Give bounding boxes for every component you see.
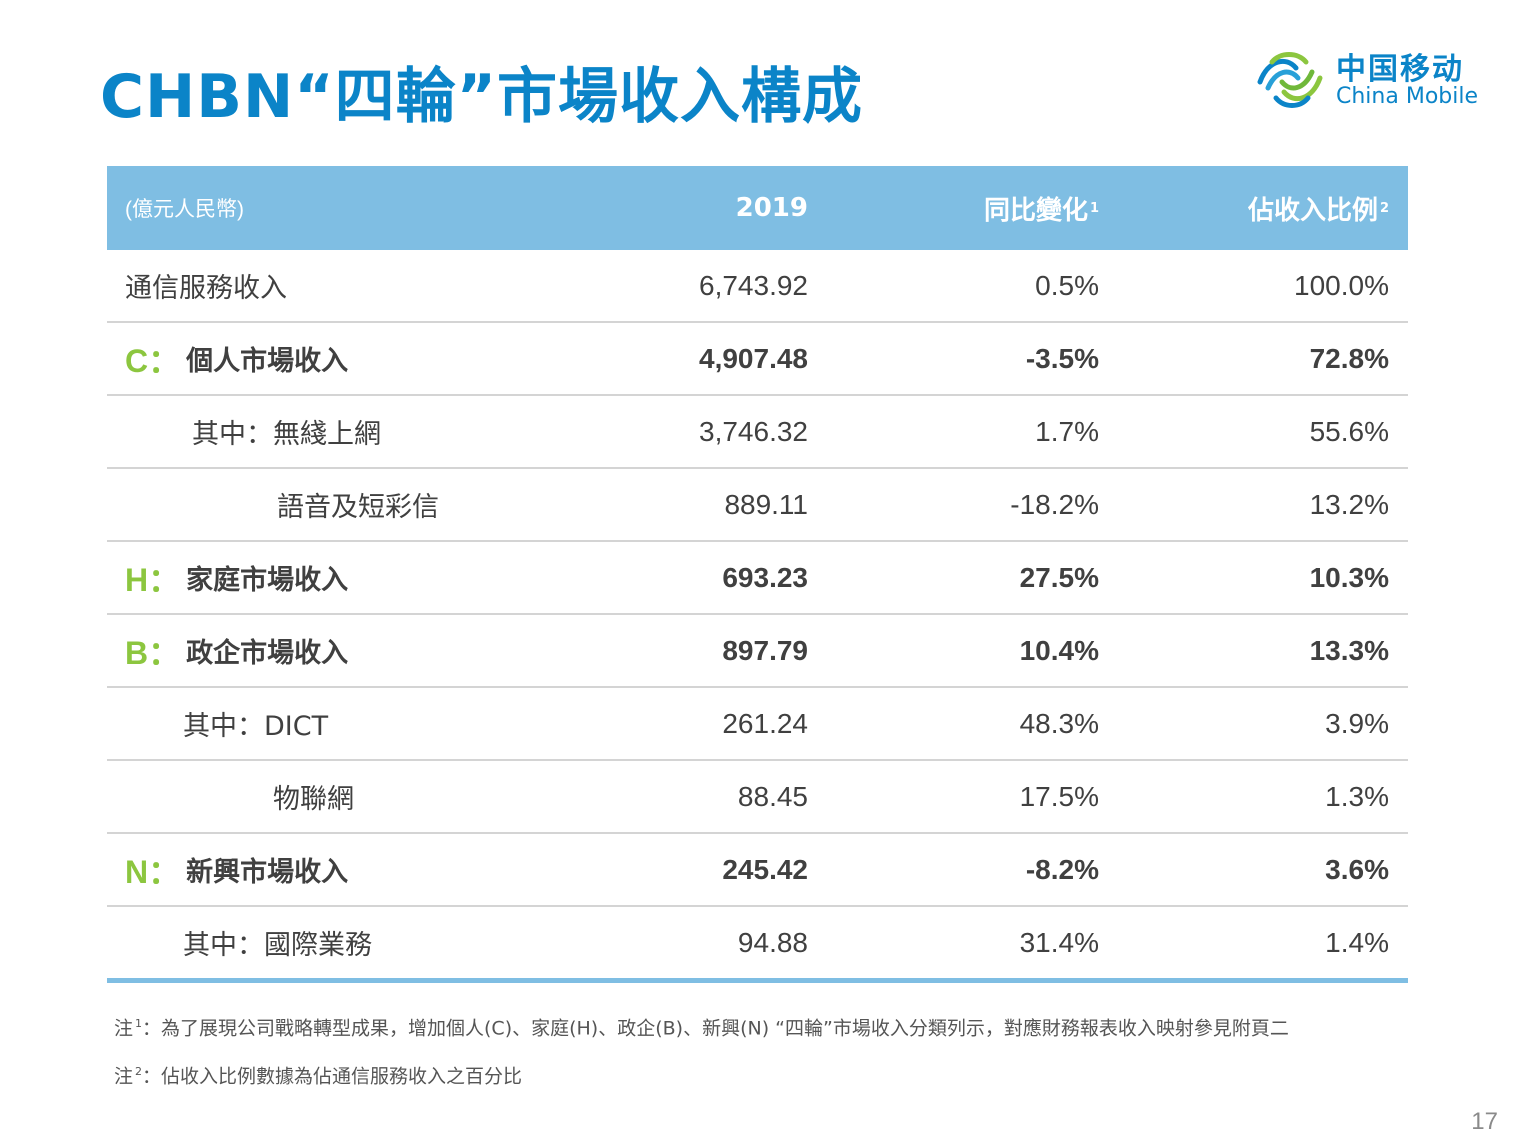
unit-label: (億元人民幣)	[125, 198, 244, 221]
row-share: 1.4%	[1325, 926, 1389, 958]
row-value: 897.79	[722, 634, 808, 666]
row-share: 3.9%	[1325, 707, 1389, 739]
table-row: 物聯網 88.45 17.5% 1.3%	[107, 761, 1408, 834]
footnote-mark: 1	[135, 1017, 143, 1030]
row-value: 94.88	[737, 926, 808, 958]
row-yoy: 0.5%	[1035, 269, 1099, 301]
logo-english-text: China Mobile	[1336, 84, 1479, 109]
row-label-text: 其中：國際業務	[183, 930, 372, 961]
header-year: 2019	[735, 193, 808, 223]
segment-letter: B：	[125, 634, 181, 671]
row-yoy: 10.4%	[1019, 634, 1099, 666]
row-label: 物聯網	[273, 761, 354, 832]
table-row: 語音及短彩信 889.11 -18.2% 13.2%	[107, 469, 1408, 542]
row-label: 語音及短彩信	[277, 469, 439, 540]
page-number: 17	[1471, 1108, 1498, 1135]
page-title: CHBN“四輪”市場收入構成	[100, 62, 864, 132]
row-value: 4,907.48	[699, 342, 808, 374]
footnote-mark: 2	[135, 1065, 143, 1078]
table-row: 其中：DICT 261.24 48.3% 3.9%	[107, 688, 1408, 761]
table-row: 其中：無綫上網 3,746.32 1.7% 55.6%	[107, 396, 1408, 469]
footnotes: 注 1：為了展現公司戰略轉型成果，增加個人(C)、家庭(H)、政企(B)、新興(N…	[114, 1008, 1289, 1104]
row-label: 通信服務收入	[125, 250, 287, 321]
header-yoy: 同比變化 1	[984, 166, 1099, 250]
segment-letter: C：	[125, 342, 181, 379]
row-yoy: 27.5%	[1019, 561, 1099, 593]
row-label-text: 其中：無綫上網	[192, 419, 381, 450]
row-share: 13.3%	[1309, 634, 1389, 666]
row-value: 3,746.32	[699, 415, 808, 447]
revenue-table: (億元人民幣) 2019 同比變化 1 佔收入比例 2 通信服務收入 6,743.9…	[107, 166, 1408, 983]
row-yoy: 31.4%	[1019, 926, 1099, 958]
table-row: 通信服務收入 6,743.92 0.5% 100.0%	[107, 250, 1408, 323]
row-yoy: 1.7%	[1035, 415, 1099, 447]
table-row: C： 個人市場收入 4,907.48 -3.5% 72.8%	[107, 323, 1408, 396]
row-yoy: -18.2%	[1010, 488, 1099, 520]
row-label: N： 新興市場收入	[125, 834, 348, 905]
row-label-text: 物聯網	[273, 784, 354, 815]
header-share: 佔收入比例 2	[1248, 166, 1389, 250]
row-label-text: 政企市場收入	[186, 638, 349, 669]
row-label: C： 個人市場收入	[125, 323, 348, 394]
row-value: 889.11	[724, 488, 808, 520]
row-label-text: 語音及短彩信	[277, 492, 439, 523]
segment-letter: N：	[125, 853, 181, 890]
footnote-2: 注 2：佔收入比例數據為佔通信服務收入之百分比	[114, 1056, 1289, 1104]
row-value: 88.45	[737, 780, 808, 812]
footnote-1: 注 1：為了展現公司戰略轉型成果，增加個人(C)、家庭(H)、政企(B)、新興(N…	[114, 1008, 1289, 1056]
header-share-footnote-mark: 2	[1379, 200, 1389, 216]
row-label: H： 家庭市場收入	[125, 542, 348, 613]
row-share: 72.8%	[1309, 342, 1389, 374]
row-label-text: 通信服務收入	[125, 273, 287, 304]
table-row: N： 新興市場收入 245.42 -8.2% 3.6%	[107, 834, 1408, 907]
segment-letter: H：	[125, 561, 181, 598]
row-label-text: 新興市場收入	[186, 857, 349, 888]
row-label-text: 家庭市場收入	[186, 565, 349, 596]
row-share: 55.6%	[1309, 415, 1389, 447]
row-share: 1.3%	[1325, 780, 1389, 812]
row-yoy: 17.5%	[1019, 780, 1099, 812]
row-label-text: 個人市場收入	[186, 346, 349, 377]
row-yoy: -8.2%	[1025, 853, 1099, 885]
footnote-text: ：為了展現公司戰略轉型成果，增加個人(C)、家庭(H)、政企(B)、新興(N) …	[142, 1017, 1289, 1040]
row-value: 6,743.92	[699, 269, 808, 301]
footnote-text: ：佔收入比例數據為佔通信服務收入之百分比	[142, 1065, 523, 1088]
row-yoy: -3.5%	[1025, 342, 1099, 374]
row-label-text: 其中：DICT	[183, 711, 329, 742]
row-share: 13.2%	[1309, 488, 1389, 520]
row-share: 100.0%	[1294, 269, 1389, 301]
row-share: 10.3%	[1309, 561, 1389, 593]
row-value: 261.24	[722, 707, 808, 739]
header-yoy-footnote-mark: 1	[1089, 200, 1099, 216]
table-row: 其中：國際業務 94.88 31.4% 1.4%	[107, 907, 1408, 983]
logo-chinese-text: 中国移动	[1336, 52, 1464, 87]
china-mobile-logo-icon	[1257, 52, 1323, 108]
row-value: 245.42	[722, 853, 808, 885]
row-label: B： 政企市場收入	[125, 615, 348, 686]
row-label: 其中：DICT	[183, 688, 328, 759]
row-value: 693.23	[722, 561, 808, 593]
row-label: 其中：無綫上網	[192, 396, 381, 467]
footnote-prefix: 注	[114, 1017, 134, 1040]
header-share-text: 佔收入比例	[1247, 195, 1378, 226]
row-yoy: 48.3%	[1019, 707, 1099, 739]
row-share: 3.6%	[1325, 853, 1389, 885]
footnote-prefix: 注	[114, 1065, 134, 1088]
table-row: H： 家庭市場收入 693.23 27.5% 10.3%	[107, 542, 1408, 615]
table-header: (億元人民幣) 2019 同比變化 1 佔收入比例 2	[107, 166, 1408, 250]
header-yoy-text: 同比變化	[983, 195, 1088, 226]
china-mobile-logo: 中国移动 China Mobile	[1252, 42, 1482, 122]
row-label: 其中：國際業務	[183, 907, 372, 978]
table-row: B： 政企市場收入 897.79 10.4% 13.3%	[107, 615, 1408, 688]
